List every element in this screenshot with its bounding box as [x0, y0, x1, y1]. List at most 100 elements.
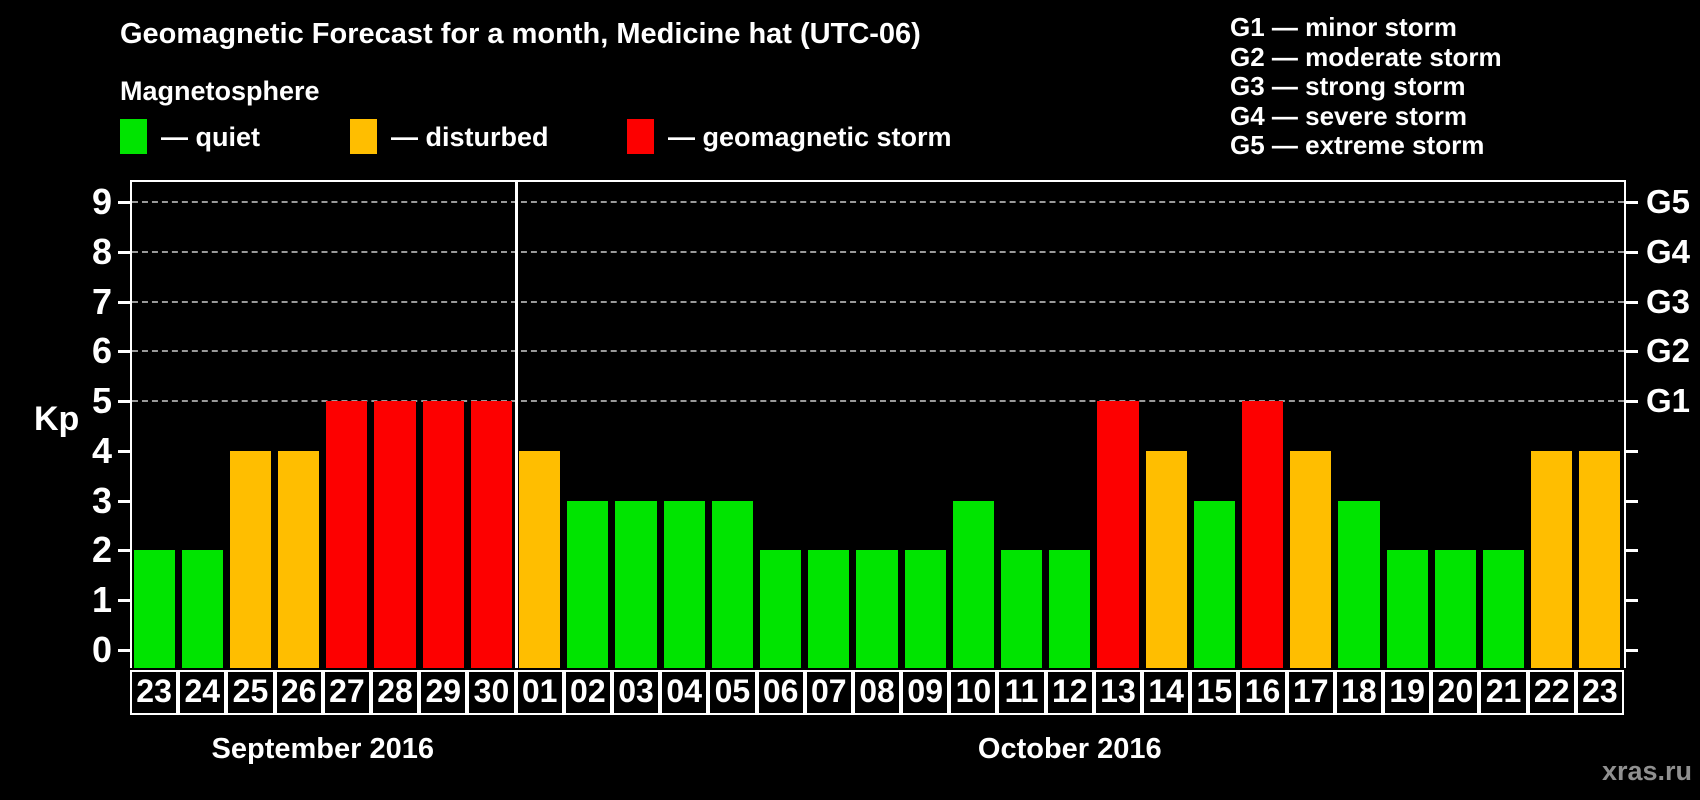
day-label-23: 23 [1575, 670, 1624, 715]
kp-bar-21 [1482, 550, 1525, 668]
y-tick-right-1 [1626, 599, 1638, 603]
kp-bar-12 [1049, 550, 1091, 668]
g-axis-label-G1: G1 [1646, 382, 1691, 420]
y-tick-label-2: 2 [91, 529, 112, 571]
day-label-15: 15 [1190, 670, 1239, 715]
y-tick-label-5: 5 [91, 380, 112, 422]
y-tick-left-0 [118, 649, 130, 652]
y-tick-right-8 [1626, 250, 1638, 254]
kp-bar-11 [1000, 550, 1043, 668]
kp-bar-09 [904, 550, 946, 668]
kp-bar-28 [374, 401, 416, 668]
day-label-10: 10 [949, 670, 998, 715]
kp-bar-07 [808, 550, 850, 668]
month-separator [514, 182, 518, 668]
y-tick-right-5 [1626, 400, 1638, 404]
kp-gridline-8 [132, 250, 1624, 253]
day-label-27: 27 [322, 670, 371, 715]
y-tick-label-3: 3 [91, 479, 112, 521]
kp-bar-02 [567, 500, 609, 668]
kp-bar-29 [422, 401, 464, 668]
y-tick-left-4 [118, 449, 130, 453]
g-legend-line-4: G4 — severe storm [1230, 100, 1468, 131]
day-label-17: 17 [1286, 670, 1335, 715]
day-label-01: 01 [515, 670, 564, 715]
y-tick-left-5 [118, 400, 130, 404]
day-label-24: 24 [178, 670, 227, 715]
legend-swatch-quiet-icon [120, 119, 147, 154]
kp-bar-17 [1290, 450, 1332, 668]
legend-swatch-disturbed-icon [350, 119, 377, 154]
y-tick-right-2 [1626, 549, 1638, 553]
day-label-07: 07 [804, 670, 853, 715]
y-tick-label-8: 8 [91, 230, 112, 272]
legend-swatch-storm-icon [627, 119, 654, 154]
day-label-13: 13 [1093, 670, 1143, 715]
y-axis-title: Kp [34, 400, 80, 438]
day-label-16: 16 [1238, 670, 1287, 715]
day-label-21: 21 [1479, 670, 1528, 715]
day-label-03: 03 [611, 670, 661, 715]
day-label-12: 12 [1045, 670, 1094, 715]
day-label-02: 02 [563, 670, 612, 715]
g-legend-line-2: G2 — moderate storm [1230, 41, 1502, 72]
y-tick-label-1: 1 [91, 579, 112, 621]
legend-label-disturbed: — disturbed [391, 122, 549, 152]
month-label: September 2016 [211, 733, 434, 765]
day-label-06: 06 [756, 670, 805, 715]
legend-label-quiet: — quiet [161, 122, 260, 152]
kp-bar-22 [1531, 450, 1573, 668]
kp-bar-08 [856, 550, 898, 668]
month-label: October 2016 [977, 733, 1162, 765]
kp-bar-10 [952, 500, 994, 668]
kp-bar-23 [1579, 450, 1621, 668]
y-tick-left-3 [118, 499, 130, 503]
day-label-22: 22 [1527, 670, 1576, 715]
g-axis-label-G2: G2 [1646, 332, 1691, 370]
plot-frame-top [130, 180, 1626, 182]
y-tick-right-0 [1626, 649, 1638, 652]
kp-bar-01 [519, 450, 561, 668]
kp-bar-14 [1145, 450, 1187, 668]
day-label-29: 29 [419, 670, 468, 715]
chart-title: Geomagnetic Forecast for a month, Medici… [120, 18, 921, 50]
y-tick-label-4: 4 [91, 429, 112, 471]
kp-bar-23 [133, 550, 175, 668]
y-tick-right-6 [1626, 350, 1638, 354]
y-tick-right-3 [1626, 499, 1638, 503]
kp-gridline-9 [132, 200, 1624, 203]
g-axis-label-G3: G3 [1646, 282, 1691, 320]
kp-bar-18 [1338, 500, 1380, 668]
y-tick-label-6: 6 [91, 330, 112, 372]
y-axis-line-right [1624, 180, 1626, 668]
kp-gridline-5 [132, 400, 1624, 403]
kp-bar-26 [278, 450, 320, 668]
day-label-11: 11 [997, 670, 1046, 715]
magnetosphere-label: Magnetosphere [120, 76, 320, 106]
legend-label-storm: — geomagnetic storm [668, 122, 952, 152]
kp-bar-24 [181, 550, 223, 668]
y-tick-right-9 [1626, 200, 1638, 204]
kp-bar-06 [760, 550, 802, 668]
day-label-18: 18 [1334, 670, 1384, 715]
g-legend-line-1: G1 — minor storm [1230, 12, 1457, 42]
y-tick-left-2 [118, 549, 130, 553]
y-tick-label-9: 9 [91, 180, 112, 222]
kp-bar-16 [1241, 401, 1284, 668]
day-label-26: 26 [274, 670, 323, 715]
y-tick-label-0: 0 [91, 629, 112, 670]
kp-bar-19 [1386, 550, 1428, 668]
g-legend-line-5: G5 — extreme storm [1230, 130, 1485, 160]
y-tick-left-6 [118, 350, 130, 354]
g-legend-line-3: G3 — strong storm [1230, 71, 1466, 101]
kp-bar-15 [1193, 500, 1235, 668]
y-tick-left-1 [118, 599, 130, 603]
kp-bar-30 [470, 401, 513, 668]
y-tick-left-9 [118, 200, 130, 204]
g-axis-label-G5: G5 [1646, 182, 1691, 220]
day-label-30: 30 [467, 670, 516, 715]
day-label-08: 08 [852, 670, 902, 715]
y-tick-left-8 [118, 250, 130, 254]
